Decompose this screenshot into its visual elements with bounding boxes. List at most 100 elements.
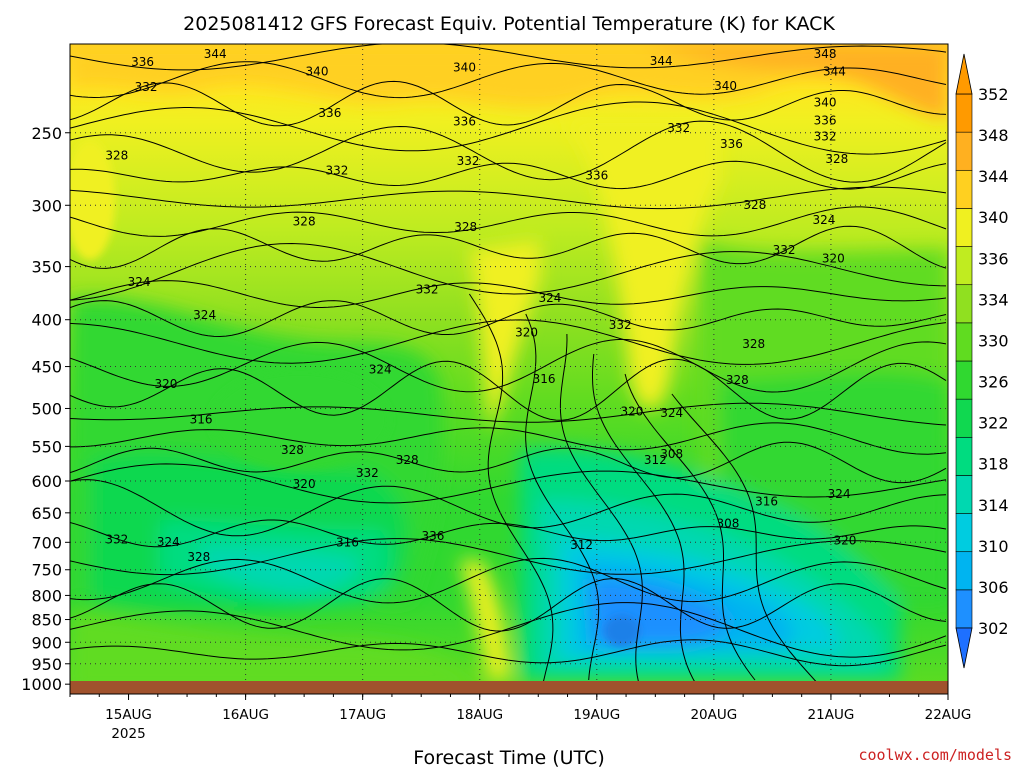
colorbar-label: 330 <box>978 331 1009 350</box>
colorbar-swatch <box>955 93 973 133</box>
contour-label: 328 <box>105 149 128 163</box>
contour-label: 328 <box>396 453 419 467</box>
y-tick-label: 500 <box>31 399 62 418</box>
contour-line <box>70 280 947 308</box>
colorbar-label: 340 <box>978 208 1009 227</box>
gridlines <box>70 44 948 694</box>
chart-title: 2025081412 GFS Forecast Equiv. Potential… <box>183 13 835 35</box>
contour-line <box>70 80 947 127</box>
x-tick-label: 18AUG <box>456 707 503 723</box>
contour-front <box>559 333 643 683</box>
field-detail <box>70 140 640 647</box>
yellow-column-18aug <box>470 240 540 430</box>
contour-label: 336 <box>318 106 341 120</box>
contour-label: 336 <box>814 113 837 127</box>
contour-label: 340 <box>814 96 837 110</box>
contour-line <box>70 602 947 658</box>
contour-label: 328 <box>454 220 477 234</box>
x-tick-label: 15AUG <box>105 707 152 723</box>
colorbar-swatch <box>955 131 973 171</box>
y-tick-label: 250 <box>31 124 62 143</box>
contour-label: 320 <box>515 326 538 340</box>
contour-line <box>70 358 947 421</box>
contour-label: 328 <box>742 337 765 351</box>
colorbar-label: 318 <box>978 455 1009 474</box>
colorbar-label: 314 <box>978 496 1009 515</box>
contour-label: 332 <box>457 154 480 168</box>
y-tick-label: 550 <box>31 437 62 456</box>
colorbar-label: 334 <box>978 290 1009 309</box>
contour-line <box>70 402 947 426</box>
contour-label: 332 <box>667 121 690 135</box>
contour-label: 324 <box>128 275 151 289</box>
colorbar-swatch <box>955 322 973 362</box>
colorbar-swatch <box>955 436 973 476</box>
contour-line <box>70 422 947 455</box>
contour-labels: 344 336 340 340 344 348 344 340 340 332 336 336 332 3… <box>105 47 856 564</box>
contour-label: 336 <box>720 137 743 151</box>
contour-label: 320 <box>155 377 178 391</box>
contour-label: 328 <box>187 550 210 564</box>
credit-text: coolwx.com/models <box>858 746 1012 764</box>
contour-line <box>70 441 947 484</box>
contour-line <box>70 519 947 548</box>
contour-front <box>525 313 600 681</box>
y-axis: 250 300 350 400 450 500 550 600 650 700 750 800 850 9… <box>21 124 70 694</box>
colorbar-swatch <box>955 589 973 629</box>
blue-eye <box>604 615 640 647</box>
contour-front <box>468 293 554 685</box>
contour-label: 332 <box>356 466 379 480</box>
contour-label: 316 <box>533 372 556 386</box>
yellow-column-19aug <box>560 120 720 410</box>
y-tick-label: 1000 <box>21 675 62 694</box>
contour-label: 320 <box>822 251 845 265</box>
colorbar-label: 344 <box>978 167 1009 186</box>
contour-label: 328 <box>825 152 848 166</box>
colorbar-swatch <box>955 169 973 209</box>
colorbar-top-arrow <box>955 53 973 95</box>
colorbar-label: 302 <box>978 619 1009 638</box>
contour-label: 324 <box>539 291 562 305</box>
contour-label: 344 <box>650 54 673 68</box>
contour-label: 336 <box>421 529 444 543</box>
colorbar-label: 310 <box>978 537 1009 556</box>
x-tick-label: 21AUG <box>808 707 855 723</box>
contour-front <box>592 353 697 685</box>
yellow-patch-left <box>70 140 115 260</box>
x-tick-label: 22AUG <box>925 707 972 723</box>
contour-line <box>70 463 947 504</box>
green-bottom-left <box>70 610 490 694</box>
contour-label: 348 <box>814 47 837 61</box>
contour-label: 320 <box>293 477 316 491</box>
contour-label: 316 <box>336 536 359 550</box>
colorbar-label: 336 <box>978 249 1009 268</box>
contour-line <box>70 319 947 365</box>
contour-label: 320 <box>620 404 643 418</box>
contour-line <box>70 300 947 338</box>
contour-label: 340 <box>453 61 476 75</box>
contours <box>70 44 947 685</box>
colorbar-swatch <box>955 513 973 553</box>
contour-label: 328 <box>293 215 316 229</box>
contour-line <box>70 160 947 190</box>
contour-label: 332 <box>325 163 348 177</box>
contour-label: 340 <box>306 64 329 78</box>
contour-label: 332 <box>105 532 128 546</box>
colorbar-swatch <box>955 208 973 247</box>
y-tick-label: 450 <box>31 358 62 377</box>
contour-line <box>70 206 947 237</box>
contour-label: 316 <box>755 494 778 508</box>
x-axis: 15AUG 16AUG 17AUG 18AUG 19AUG 20AUG 21AUG 22AUG… <box>69 694 972 742</box>
contour-label: 308 <box>660 447 683 461</box>
y-tick-label: 700 <box>31 533 62 552</box>
y-tick-label: 900 <box>31 633 62 652</box>
green-patch-mid <box>210 370 390 470</box>
contour-label: 332 <box>416 283 439 297</box>
y-tick-label: 350 <box>31 258 62 277</box>
contour-label: 324 <box>828 487 851 501</box>
contour-line <box>70 101 947 155</box>
contour-label: 328 <box>743 198 766 212</box>
contour-line <box>70 120 947 183</box>
contour-line <box>70 61 947 99</box>
